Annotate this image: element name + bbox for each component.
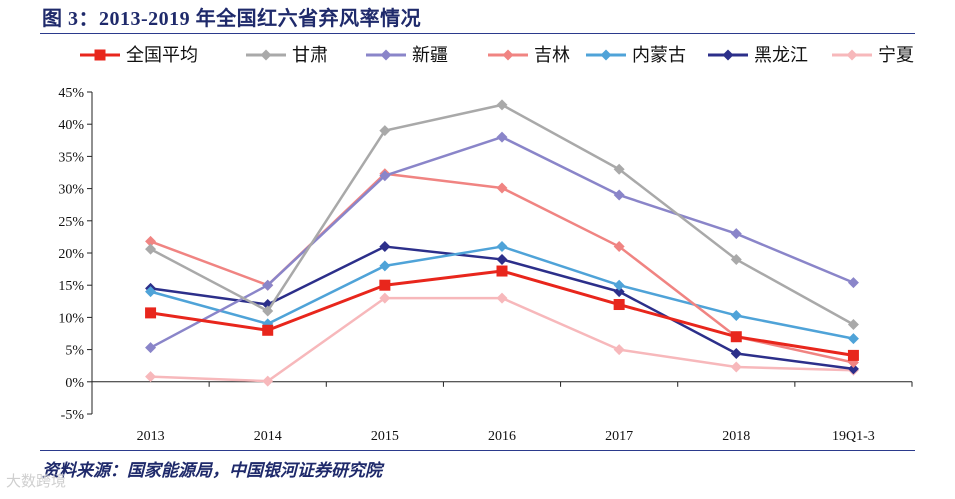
y-tick-label: 35%	[58, 150, 84, 165]
data-point	[379, 170, 391, 182]
watermark-text: 大数跨境	[6, 473, 67, 490]
legend-label: 吉林	[534, 45, 570, 66]
legend-item: 内蒙古	[586, 45, 686, 66]
legend-label: 黑龙江	[754, 45, 808, 66]
chart-series	[145, 99, 859, 387]
line-chart: 全国平均 甘肃 新疆 吉林 内蒙古 黑龙江 宁夏 -5% 0% 5% 10% 15% 20% 25% 30…	[58, 45, 914, 444]
data-point	[730, 361, 742, 373]
data-point	[262, 305, 274, 317]
x-tick-label: 2014	[254, 429, 282, 444]
data-point	[262, 324, 274, 336]
data-point	[730, 347, 742, 359]
data-point	[730, 228, 742, 240]
data-point	[496, 241, 508, 253]
y-tick-label: 25%	[58, 215, 84, 230]
y-tick-label: 30%	[58, 183, 84, 198]
data-point	[847, 318, 859, 330]
data-point	[379, 279, 391, 291]
x-tick-label: 2015	[371, 429, 399, 444]
legend-item: 吉林	[488, 45, 570, 66]
y-tick-label: 0%	[65, 376, 84, 391]
legend-label: 新疆	[412, 45, 448, 66]
y-tick-label: 20%	[58, 247, 84, 262]
y-tick-label: 5%	[65, 344, 84, 359]
data-point	[613, 279, 625, 291]
x-tick-label: 2018	[722, 429, 750, 444]
legend-label: 全国平均	[126, 45, 198, 66]
legend-item: 新疆	[366, 45, 448, 66]
series-内蒙古	[145, 241, 859, 345]
data-point	[262, 375, 274, 387]
y-tick-label: 45%	[58, 86, 84, 101]
x-tick-label: 19Q1-3	[832, 429, 875, 444]
series-全国平均	[145, 265, 859, 361]
series-甘肃	[145, 99, 859, 330]
data-point	[379, 125, 391, 137]
legend-marker	[502, 49, 514, 61]
legend-item: 宁夏	[832, 45, 914, 66]
data-point	[496, 265, 508, 277]
legend-marker	[380, 49, 392, 61]
data-point	[613, 189, 625, 201]
data-point	[730, 331, 742, 343]
data-point	[847, 363, 859, 375]
legend-item: 黑龙江	[708, 45, 808, 66]
data-point	[496, 253, 508, 265]
x-tick-label: 2013	[137, 429, 165, 444]
legend-label: 内蒙古	[632, 45, 686, 66]
legend-label: 宁夏	[878, 45, 914, 66]
data-point	[145, 307, 157, 319]
legend-marker	[600, 49, 612, 61]
data-point	[730, 309, 742, 321]
legend-marker	[260, 49, 272, 61]
data-point	[613, 163, 625, 175]
legend-marker	[722, 49, 734, 61]
data-point	[496, 182, 508, 194]
series-新疆	[145, 131, 859, 354]
data-point	[145, 286, 157, 298]
legend-marker	[846, 49, 858, 61]
data-point	[379, 292, 391, 304]
y-tick-label: -5%	[61, 408, 85, 423]
source-rule	[40, 450, 915, 451]
data-point	[613, 241, 625, 253]
x-tick-label: 2017	[605, 429, 633, 444]
source-note: 资料来源：国家能源局，中国银河证券研究院	[42, 461, 382, 480]
data-point	[496, 99, 508, 111]
y-tick-label: 15%	[58, 279, 84, 294]
legend-label: 甘肃	[292, 45, 328, 66]
data-point	[847, 277, 859, 289]
series-黑龙江	[145, 241, 859, 375]
data-point	[847, 333, 859, 345]
chart-legend: 全国平均 甘肃 新疆 吉林 内蒙古 黑龙江 宁夏	[80, 45, 914, 66]
y-tick-label: 40%	[58, 118, 84, 133]
data-point	[730, 253, 742, 265]
data-point	[613, 299, 625, 311]
data-point	[379, 260, 391, 272]
data-point	[145, 243, 157, 255]
series-line	[150, 269, 854, 357]
figure-title: 图 3：2013-2019 年全国红六省弃风率情况	[42, 8, 422, 30]
x-tick-label: 2016	[488, 429, 516, 444]
title-rule	[40, 33, 915, 34]
data-point	[847, 349, 859, 361]
y-tick-label: 10%	[58, 311, 84, 326]
chart-axes: -5% 0% 5% 10% 15% 20% 25% 30% 35% 40% 45% 2013 2014 2…	[58, 86, 913, 444]
legend-item: 甘肃	[246, 45, 328, 66]
data-point	[262, 279, 274, 291]
data-point	[496, 131, 508, 143]
data-point	[145, 235, 157, 247]
data-point	[145, 342, 157, 354]
data-point	[145, 371, 157, 383]
legend-marker	[94, 49, 106, 61]
data-point	[613, 344, 625, 356]
data-point	[496, 292, 508, 304]
data-point	[613, 286, 625, 298]
data-point	[379, 241, 391, 253]
legend-item: 全国平均	[80, 45, 198, 66]
